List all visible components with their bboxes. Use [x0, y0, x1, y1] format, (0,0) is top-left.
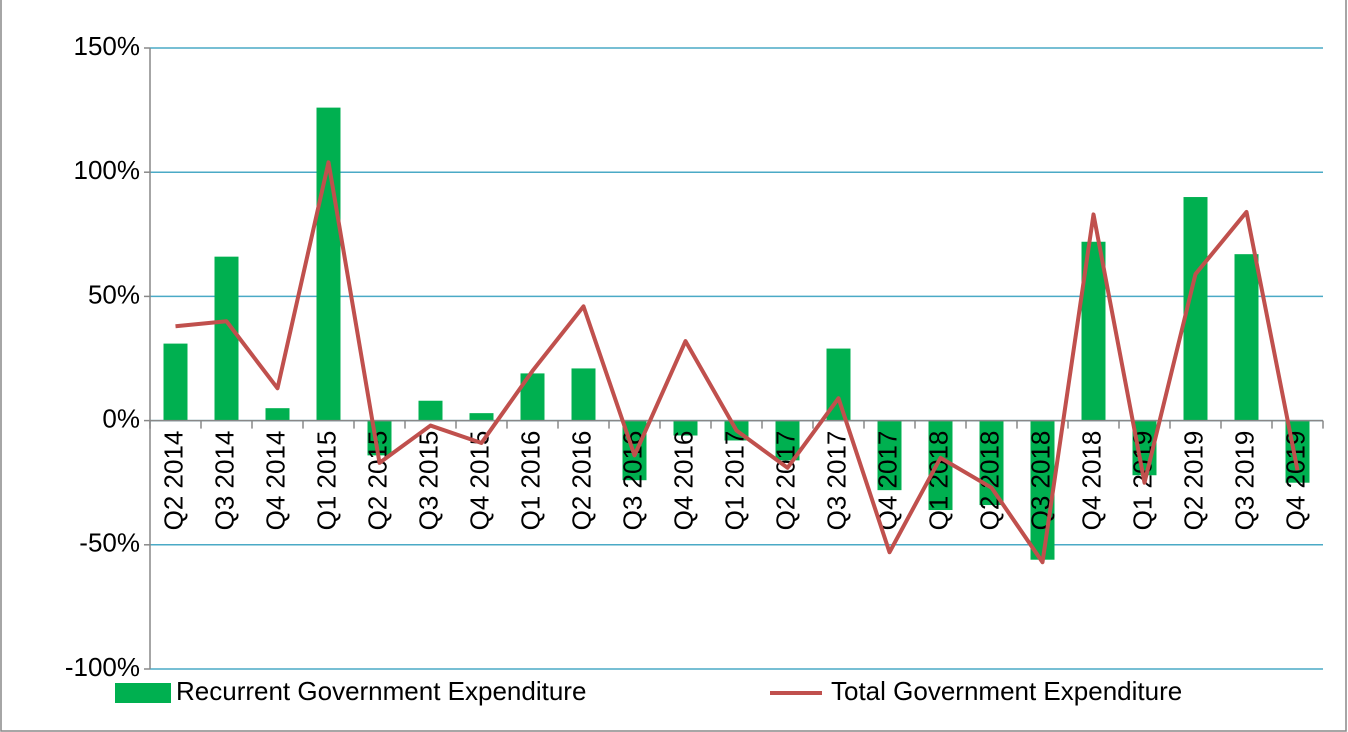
x-tick-label: Q4 2014 — [260, 431, 290, 531]
x-tick-label: Q3 2019 — [1229, 431, 1259, 531]
bar — [1234, 254, 1259, 421]
y-tick-label: -50% — [79, 528, 140, 558]
x-tick-label: Q4 2015 — [464, 431, 494, 531]
y-tick-label: 50% — [88, 279, 140, 309]
legend-label: Recurrent Government Expenditure — [176, 676, 586, 706]
bar — [418, 400, 443, 421]
x-tick-label: Q2 2014 — [158, 431, 188, 531]
bar — [877, 420, 902, 491]
y-tick-label: 150% — [74, 31, 141, 61]
x-tick-label: Q3 2015 — [413, 431, 443, 531]
x-tick-label: Q4 2018 — [1076, 431, 1106, 531]
x-tick-label: Q1 2015 — [311, 431, 341, 531]
bar — [469, 413, 494, 421]
bar — [571, 368, 596, 421]
y-tick-label: -100% — [65, 652, 140, 682]
bar — [316, 107, 341, 421]
bar — [163, 343, 188, 421]
x-tick-label: Q2 2019 — [1178, 431, 1208, 531]
x-tick-label: Q2 2017 — [770, 431, 800, 531]
x-tick-label: Q1 2017 — [719, 431, 749, 531]
bar — [265, 408, 290, 421]
bar — [928, 420, 953, 511]
legend-label: Total Government Expenditure — [831, 676, 1182, 706]
bar — [673, 420, 698, 436]
x-tick-label: Q4 2016 — [668, 431, 698, 531]
bar — [214, 256, 239, 421]
line — [175, 160, 1300, 565]
y-tick-label: 100% — [74, 155, 141, 185]
x-tick-label: Q4 2019 — [1280, 431, 1310, 531]
bar — [1030, 420, 1055, 560]
x-tick-label: Q3 2017 — [821, 431, 851, 531]
x-tick-label: Q1 2016 — [515, 431, 545, 531]
legend-swatch — [115, 683, 171, 703]
x-tick-label: Q3 2014 — [209, 431, 239, 531]
x-tick-label: Q2 2016 — [566, 431, 596, 531]
y-tick-label: 0% — [102, 403, 140, 433]
